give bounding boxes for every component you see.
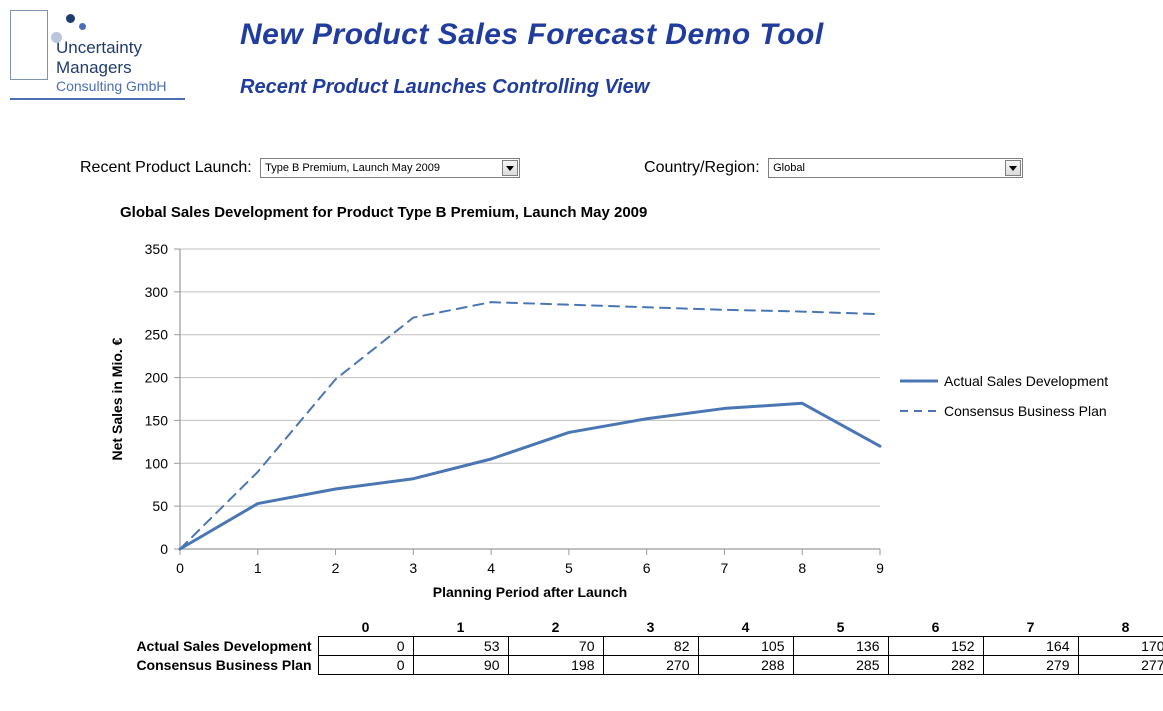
chart-title: Global Sales Development for Product Typ… — [120, 204, 1140, 221]
logo-brand-line1: Uncertainty — [56, 38, 142, 57]
table-row: Actual Sales Development0537082105136152… — [20, 637, 1163, 656]
table-cell: 136 — [793, 637, 888, 656]
logo-underbar — [10, 98, 185, 100]
svg-text:6: 6 — [643, 560, 651, 576]
table-col-head: 2 — [508, 618, 603, 637]
svg-text:1: 1 — [254, 560, 262, 576]
table-cell: 105 — [698, 637, 793, 656]
table-cell: 90 — [413, 656, 508, 675]
svg-text:0: 0 — [176, 560, 184, 576]
svg-text:8: 8 — [798, 560, 806, 576]
svg-text:4: 4 — [487, 560, 495, 576]
table-cell: 0 — [318, 637, 413, 656]
svg-text:2: 2 — [332, 560, 340, 576]
table-cell: 282 — [888, 656, 983, 675]
logo-dot-icon — [79, 23, 86, 30]
svg-text:200: 200 — [145, 370, 169, 386]
table-col-head: 6 — [888, 618, 983, 637]
svg-text:7: 7 — [721, 560, 729, 576]
table-row-head: Actual Sales Development — [20, 637, 318, 656]
svg-text:9: 9 — [876, 560, 884, 576]
chart-svg: 0 50 100 150 200 250 300 350 0 1 2 3 4 5 6 7 8 9 Planning … — [60, 221, 1140, 601]
logo-box — [10, 10, 48, 80]
product-launch-dropdown[interactable]: Type B Premium, Launch May 2009 — [260, 158, 520, 178]
svg-text:300: 300 — [145, 284, 169, 300]
table-col-head: 7 — [983, 618, 1078, 637]
chevron-down-icon[interactable] — [502, 160, 518, 176]
table-cell: 170 — [1078, 637, 1163, 656]
sales-chart: Global Sales Development for Product Typ… — [60, 200, 1140, 600]
table-col-head: 1 — [413, 618, 508, 637]
table-cell: 164 — [983, 637, 1078, 656]
chevron-down-icon[interactable] — [1005, 160, 1021, 176]
logo-dot-icon — [51, 32, 62, 43]
svg-text:0: 0 — [160, 541, 168, 557]
company-logo: Uncertainty Managers Consulting GmbH — [10, 10, 190, 105]
table-cell: 279 — [983, 656, 1078, 675]
svg-text:100: 100 — [145, 455, 169, 471]
svg-text:Consensus Business Plan: Consensus Business Plan — [944, 403, 1107, 419]
table-cell: 0 — [318, 656, 413, 675]
svg-text:150: 150 — [145, 412, 169, 428]
svg-text:Planning Period after Launch: Planning Period after Launch — [433, 584, 627, 600]
svg-text:3: 3 — [409, 560, 417, 576]
table-cell: 198 — [508, 656, 603, 675]
country-region-label: Country/Region: — [644, 159, 760, 176]
svg-text:Net Sales in Mio. €: Net Sales in Mio. € — [109, 337, 125, 460]
table-row: Consensus Business Plan09019827028828528… — [20, 656, 1163, 675]
table-cell: 270 — [603, 656, 698, 675]
table-corner — [20, 618, 318, 637]
svg-text:5: 5 — [565, 560, 573, 576]
country-region-dropdown[interactable]: Global — [768, 158, 1023, 178]
table-cell: 152 — [888, 637, 983, 656]
table-cell: 82 — [603, 637, 698, 656]
table-col-head: 8 — [1078, 618, 1163, 637]
svg-text:250: 250 — [145, 327, 169, 343]
table-cell: 288 — [698, 656, 793, 675]
filter-controls: Recent Product Launch: Type B Premium, L… — [80, 158, 1140, 188]
page-title: New Product Sales Forecast Demo Tool — [240, 18, 824, 52]
page-subtitle: Recent Product Launches Controlling View — [240, 76, 649, 99]
table-cell: 53 — [413, 637, 508, 656]
logo-brand-name: Uncertainty Managers — [56, 38, 142, 77]
page-root: Uncertainty Managers Consulting GmbH New… — [0, 0, 1163, 711]
table-row-head: Consensus Business Plan — [20, 656, 318, 675]
svg-text:350: 350 — [145, 241, 169, 257]
svg-text:50: 50 — [152, 498, 168, 514]
table-col-head: 0 — [318, 618, 413, 637]
logo-brand-line2: Managers — [56, 58, 132, 77]
table-cell: 70 — [508, 637, 603, 656]
table-col-head: 4 — [698, 618, 793, 637]
product-launch-value: Type B Premium, Launch May 2009 — [265, 162, 440, 174]
data-table-wrap: 0123456789Actual Sales Development053708… — [20, 618, 1140, 675]
svg-text:Actual Sales Development: Actual Sales Development — [944, 373, 1108, 389]
table-col-head: 3 — [603, 618, 698, 637]
table-cell: 277 — [1078, 656, 1163, 675]
product-launch-label: Recent Product Launch: — [80, 159, 252, 176]
data-table: 0123456789Actual Sales Development053708… — [20, 618, 1163, 675]
table-cell: 285 — [793, 656, 888, 675]
logo-dot-icon — [66, 14, 75, 23]
country-region-value: Global — [773, 162, 805, 174]
logo-brand-sub: Consulting GmbH — [56, 78, 167, 94]
table-col-head: 5 — [793, 618, 888, 637]
